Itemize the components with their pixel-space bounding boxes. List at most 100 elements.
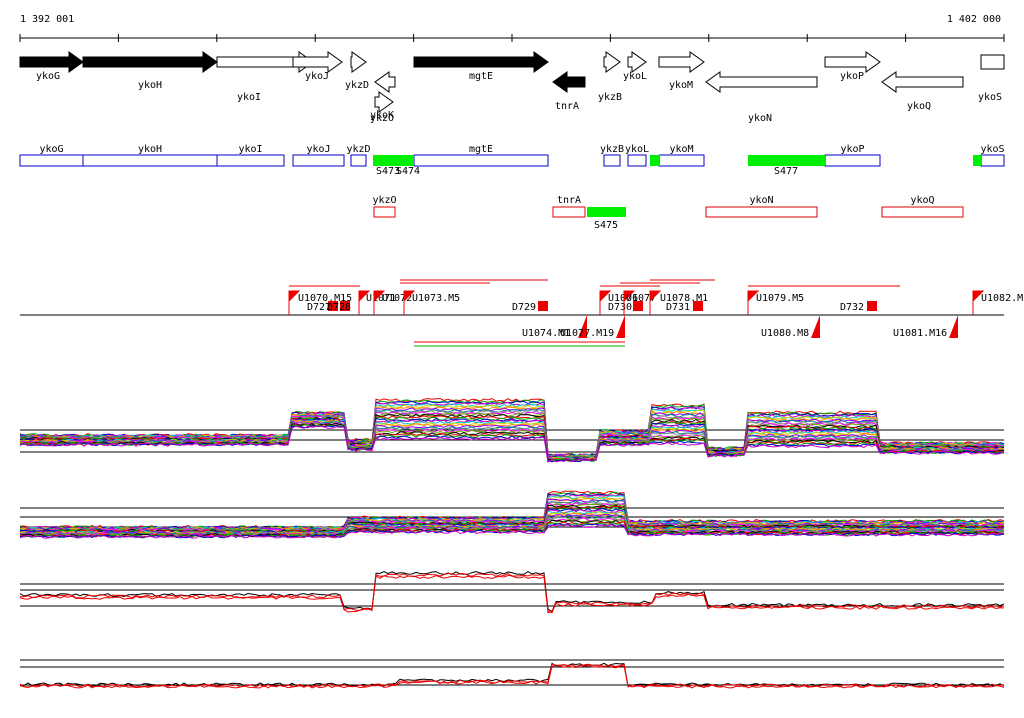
gene-box (292, 154, 345, 167)
unit-box (693, 301, 703, 311)
unit-flag (949, 315, 958, 338)
unit-label: U1073.M5 (412, 293, 460, 304)
gene-arrow (374, 71, 396, 93)
track-profile (19, 574, 1005, 614)
gene-box-label: ykoJ (306, 144, 330, 155)
gene-box-label: ykoG (39, 144, 63, 155)
segment-label: S475 (594, 220, 618, 231)
unit-box (328, 301, 338, 311)
unit-label: U1077.M19 (560, 328, 614, 339)
gene-arrow (705, 71, 818, 93)
unit-label: U1081.M16 (893, 328, 947, 339)
gene-label: ykzB (598, 92, 622, 103)
unit-flag (578, 315, 587, 338)
gene-label: ykzO (370, 113, 394, 124)
gene-box-label: ykzD (346, 144, 370, 155)
gene-arrow (19, 51, 84, 73)
gene-box-label: ykoL (625, 144, 649, 155)
unit-label: U1070.M15 (298, 293, 352, 304)
gene-box (216, 154, 285, 167)
unit-label: U1074.M1 (522, 328, 570, 339)
gene-arrow (413, 51, 549, 73)
segment (373, 155, 414, 166)
unit-box (340, 301, 350, 311)
gene-label: ykoI (237, 92, 261, 103)
segment (587, 207, 626, 217)
track-profile (19, 411, 1005, 459)
gene-box (824, 154, 881, 167)
gene-arrow (603, 51, 621, 73)
unit-flag (373, 290, 386, 315)
gene-label: ykoQ (907, 101, 931, 112)
gene-arrow (980, 54, 1005, 70)
unit-label: U1072 (382, 293, 412, 304)
segment-label: S474 (396, 166, 420, 177)
gene-arrow (552, 71, 586, 93)
unit-label: U1082.M (981, 293, 1023, 304)
unit-label: D729 (512, 302, 536, 313)
unit-label: D731 (666, 302, 690, 313)
unit-flag (649, 290, 662, 315)
gene-label: ykoH (138, 80, 162, 91)
gene-label: tnrA (555, 101, 579, 112)
unit-flag (616, 315, 625, 338)
gene-label: ykoG (36, 71, 60, 82)
unit-flag (403, 290, 416, 315)
gene-box-label: ykoQ (910, 195, 934, 206)
segment (650, 155, 660, 166)
gene-box (980, 154, 1005, 167)
gene-box (350, 154, 367, 167)
segment (748, 155, 825, 166)
gene-box (413, 154, 549, 167)
gene-arrow (374, 91, 394, 113)
unit-flag (599, 290, 612, 315)
track-profile (19, 424, 1005, 463)
unit-label: U1077 (626, 293, 656, 304)
ruler-start: 1 392 001 (20, 14, 74, 25)
gene-arrow (658, 51, 705, 73)
unit-box (633, 301, 643, 311)
gene-arrow (824, 51, 881, 73)
track-profile (19, 506, 1005, 534)
track-profile (20, 412, 1005, 459)
ruler-end: 1 402 000 (947, 14, 1001, 25)
gene-arrow (292, 51, 343, 73)
gene-arrow (881, 71, 964, 93)
unit-box (538, 301, 548, 311)
unit-label: U1076 (608, 293, 638, 304)
track-profile (19, 423, 1005, 463)
unit-flag (358, 290, 371, 315)
track-profile (19, 399, 1005, 458)
unit-flag (288, 290, 301, 315)
gene-label: ykzD (345, 80, 369, 91)
track-profile (19, 664, 1005, 689)
track-profile (19, 422, 1005, 462)
gene-box (627, 154, 647, 167)
gene-label: ykoP (840, 71, 864, 82)
unit-flag (623, 290, 636, 315)
gene-box (881, 206, 964, 218)
unit-label: D732 (840, 302, 864, 313)
unit-label: D727 (307, 302, 331, 313)
unit-label: D730 (608, 302, 632, 313)
gene-box-label: ykoS (980, 144, 1004, 155)
gene-box (82, 154, 218, 167)
gene-box-label: ykoM (669, 144, 693, 155)
track-profile (19, 493, 1005, 530)
gene-label: ykoS (978, 92, 1002, 103)
unit-label: U1080.M8 (761, 328, 809, 339)
unit-label: U1078.M1 (660, 293, 708, 304)
gene-label: ykoJ (305, 71, 329, 82)
gene-box (19, 154, 84, 167)
track-profile (20, 662, 1005, 687)
gene-arrow (350, 51, 367, 73)
unit-label: U1079.M5 (756, 293, 804, 304)
gene-label: mgtE (469, 71, 493, 82)
gene-arrow (627, 51, 647, 73)
gene-box-label: ykoH (138, 144, 162, 155)
unit-flag (972, 290, 985, 315)
gene-box-label: ykoI (238, 144, 262, 155)
gene-box-label: mgtE (469, 144, 493, 155)
gene-box-label: ykoP (840, 144, 864, 155)
